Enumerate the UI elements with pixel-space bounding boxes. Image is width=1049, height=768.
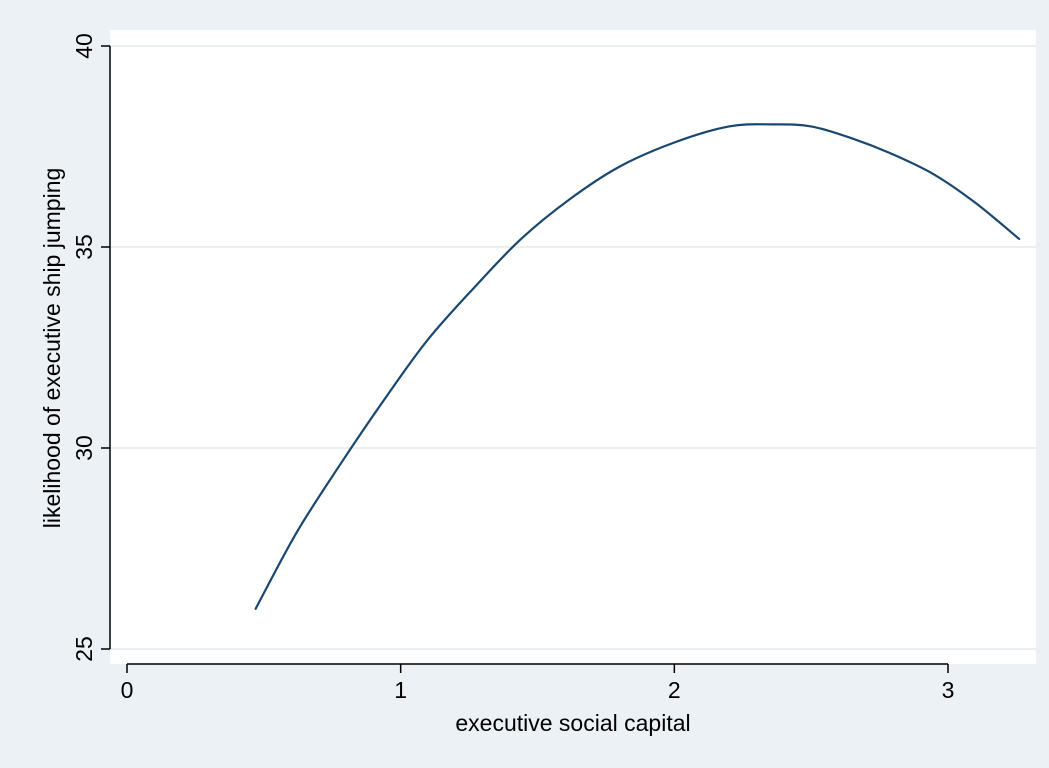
y-tick-label-25: 25 — [71, 636, 97, 662]
axes: 25 30 35 40 0 1 2 3 — [71, 33, 954, 703]
y-axis-title: likelihood of executive ship jumping — [39, 168, 65, 529]
gridlines — [110, 45, 1036, 650]
x-tick-label-1: 1 — [394, 677, 407, 703]
series-layer — [254, 123, 1021, 610]
x-tick-label-3: 3 — [942, 677, 955, 703]
x-tick-label-0: 0 — [121, 677, 134, 703]
y-tick-label-40: 40 — [71, 33, 97, 59]
plot-area — [110, 30, 1036, 664]
y-tick-label-30: 30 — [71, 435, 97, 461]
series-line-0 — [254, 123, 1021, 610]
x-axis-title: executive social capital — [455, 710, 690, 736]
y-tick-label-35: 35 — [71, 234, 97, 260]
x-tick-label-2: 2 — [668, 677, 681, 703]
